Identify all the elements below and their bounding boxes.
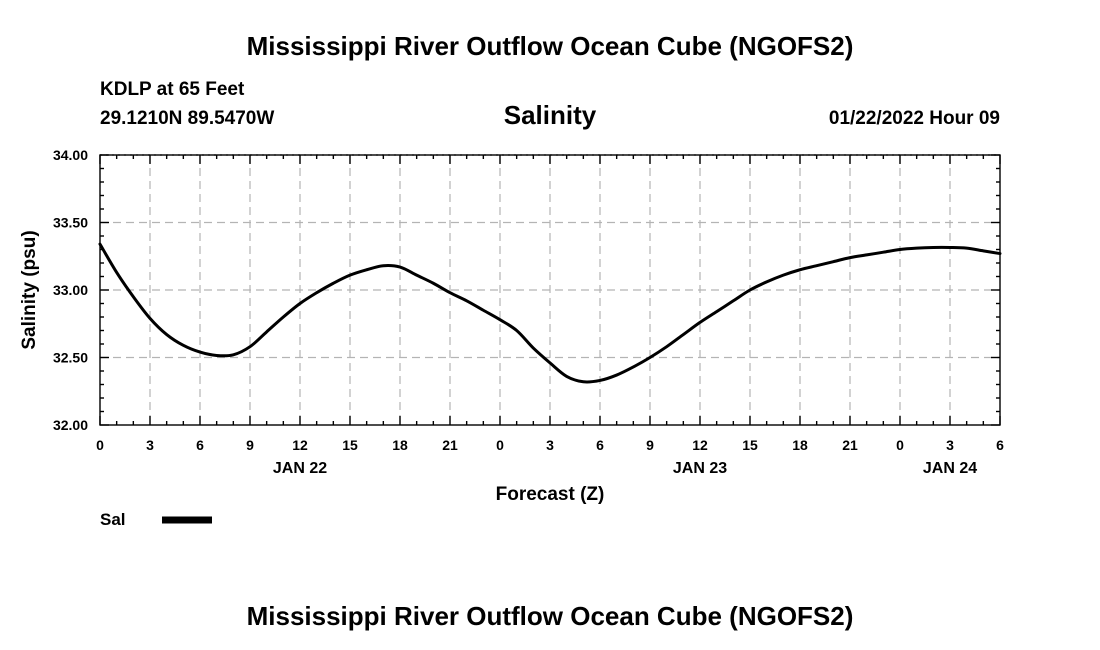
x-axis-title: Forecast (Z) (496, 484, 605, 505)
y-tick-label: 32.00 (53, 417, 88, 433)
y-axis-title: Salinity (psu) (19, 230, 40, 349)
x-tick-label: 3 (546, 437, 554, 453)
x-tick-label: 6 (596, 437, 604, 453)
y-tick-label: 34.00 (53, 147, 88, 163)
station-label: KDLP at 65 Feet (100, 79, 245, 100)
x-axis-date-labels: JAN 22 JAN 23 JAN 24 (273, 460, 977, 477)
page-title-bottom: Mississippi River Outflow Ocean Cube (NG… (247, 601, 854, 631)
x-tick-label: 9 (646, 437, 654, 453)
date-label: JAN 22 (273, 460, 327, 477)
y-tick-label: 32.50 (53, 350, 88, 366)
forecast-datetime: 01/22/2022 Hour 09 (829, 108, 1000, 129)
x-tick-label: 15 (742, 437, 758, 453)
plot-gridlines (100, 154, 1000, 425)
x-tick-label: 12 (692, 437, 708, 453)
x-tick-label: 12 (292, 437, 308, 453)
y-tick-label: 33.00 (53, 282, 88, 298)
date-label: JAN 23 (673, 460, 727, 477)
x-tick-label: 0 (896, 437, 904, 453)
x-tick-label: 6 (196, 437, 204, 453)
chart-variable-title: Salinity (504, 100, 597, 130)
page-title-top: Mississippi River Outflow Ocean Cube (NG… (247, 31, 854, 61)
x-tick-label: 3 (946, 437, 954, 453)
x-tick-label: 3 (146, 437, 154, 453)
x-tick-label: 9 (246, 437, 254, 453)
y-tick-label: 33.50 (53, 215, 88, 231)
station-coordinates: 29.1210N 89.5470W (100, 108, 274, 129)
x-tick-label: 6 (996, 437, 1004, 453)
x-tick-label: 15 (342, 437, 358, 453)
x-tick-label: 0 (496, 437, 504, 453)
plot-frame (99, 154, 1001, 426)
x-tick-label: 18 (792, 437, 808, 453)
x-tick-label: 18 (392, 437, 408, 453)
x-tick-label: 21 (442, 437, 458, 453)
plot-series-layer (98, 242, 1002, 384)
date-label: JAN 24 (923, 460, 977, 477)
series-line-sal (98, 242, 1002, 384)
x-tick-label: 21 (842, 437, 858, 453)
legend-label: Sal (100, 510, 126, 529)
x-axis-tick-labels: 0 3 6 9 12 15 18 21 0 3 6 9 12 15 18 21 0 3 6 (96, 437, 1004, 453)
x-tick-label: 0 (96, 437, 104, 453)
y-axis-tick-labels: 32.00 32.50 33.00 33.50 34.00 (53, 147, 88, 433)
